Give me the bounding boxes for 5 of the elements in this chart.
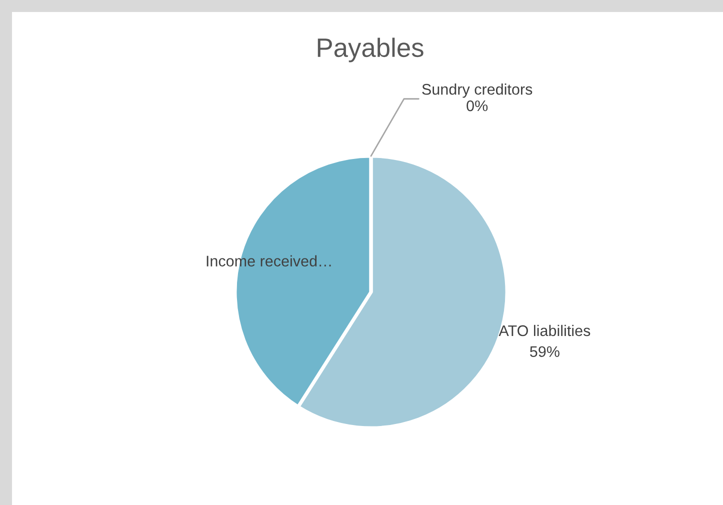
text: 0% bbox=[466, 100, 488, 112]
slice-label: ATO liabilities bbox=[498, 324, 590, 336]
chart-title: Payables bbox=[318, 38, 424, 62]
category-label: Sundry creditors bbox=[422, 84, 532, 98]
data-label: 59% bbox=[530, 346, 560, 358]
